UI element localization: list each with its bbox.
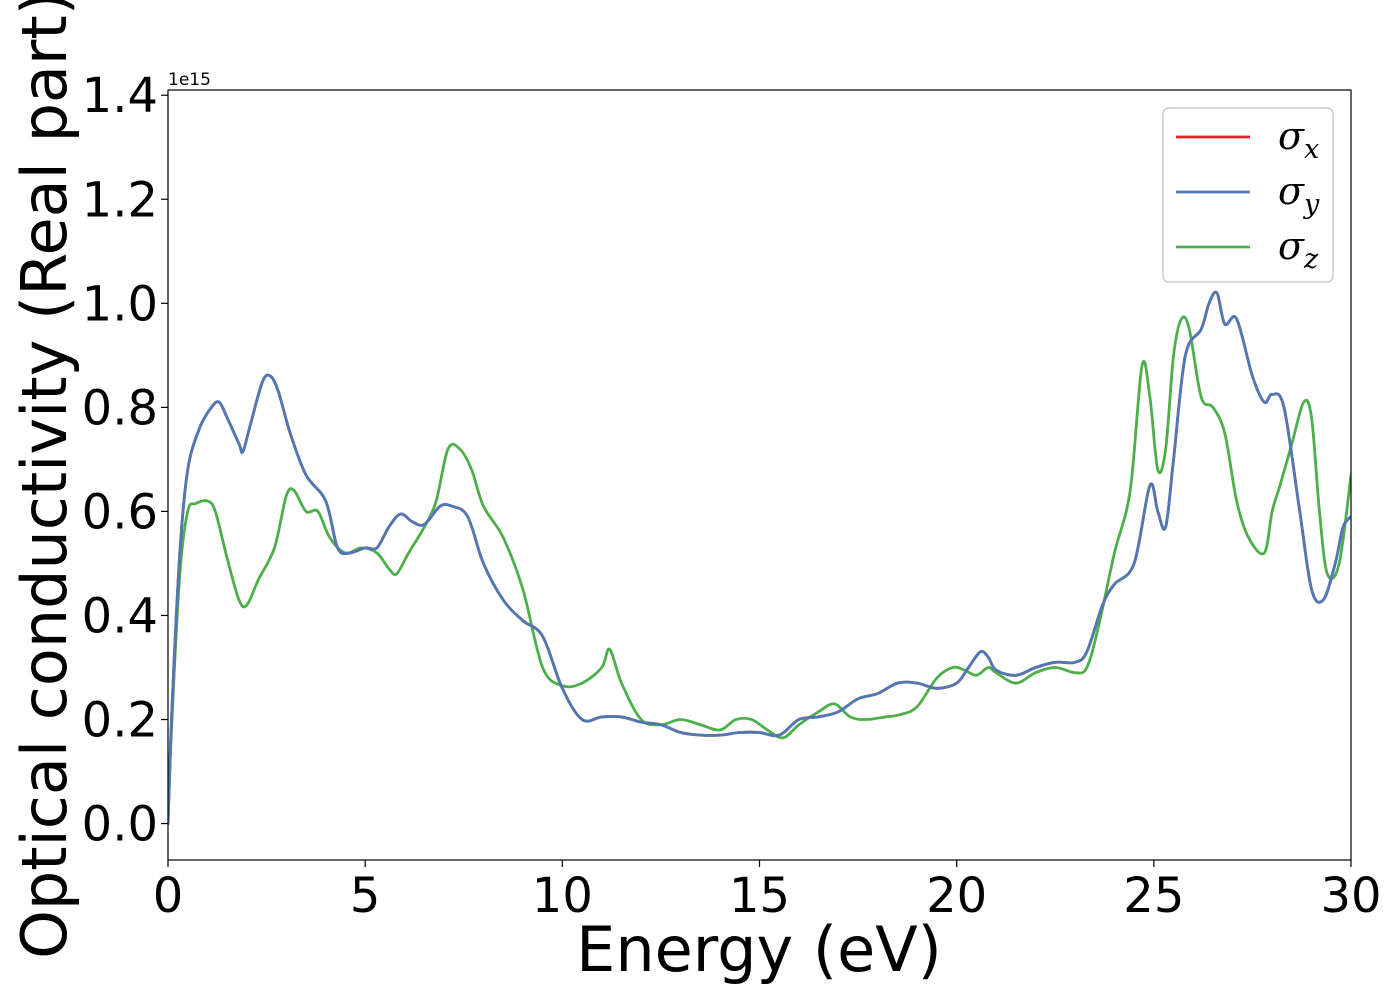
- y-tick-label: 0.8: [82, 380, 158, 436]
- x-tick-label: 20: [926, 868, 987, 924]
- x-tick-label: 30: [1320, 868, 1381, 924]
- series-line-sigma-x: [168, 290, 1351, 825]
- series-line-sigma-y: [168, 290, 1351, 825]
- y-axis-title: Optical conductivity (Real part): [8, 0, 81, 959]
- y-tick-label: 1.4: [82, 68, 158, 124]
- series-line-sigma-z: [168, 315, 1351, 825]
- legend-label-sigma-x: σx: [1278, 114, 1319, 165]
- x-tick-label: 5: [350, 868, 381, 924]
- x-tick-label: 10: [532, 868, 593, 924]
- y-tick-label: 0.6: [82, 484, 158, 540]
- y-tick-label: 1.0: [82, 276, 158, 332]
- legend-label-sigma-z: σz: [1278, 224, 1319, 275]
- y-offset-label: 1e15: [168, 70, 211, 90]
- legend-frame: [1162, 107, 1334, 283]
- y-tick-label: 1.2: [82, 172, 158, 228]
- series-layer: [168, 290, 1351, 825]
- x-tick-label: 15: [729, 868, 790, 924]
- x-axis: 0 5 10 15 20 25 30: [153, 860, 1382, 924]
- x-axis-title: Energy (eV): [576, 913, 942, 986]
- y-tick-label: 0.2: [82, 693, 158, 749]
- y-tick-label: 0.4: [82, 588, 158, 644]
- x-tick-label: 25: [1123, 868, 1184, 924]
- x-tick-label: 0: [153, 868, 184, 924]
- y-axis: 0.0 0.2 0.4 0.6 0.8 1.0 1.2 1.4: [82, 68, 168, 853]
- y-tick-label: 0.0: [82, 797, 158, 853]
- legend-label-sigma-y: σy: [1278, 169, 1320, 220]
